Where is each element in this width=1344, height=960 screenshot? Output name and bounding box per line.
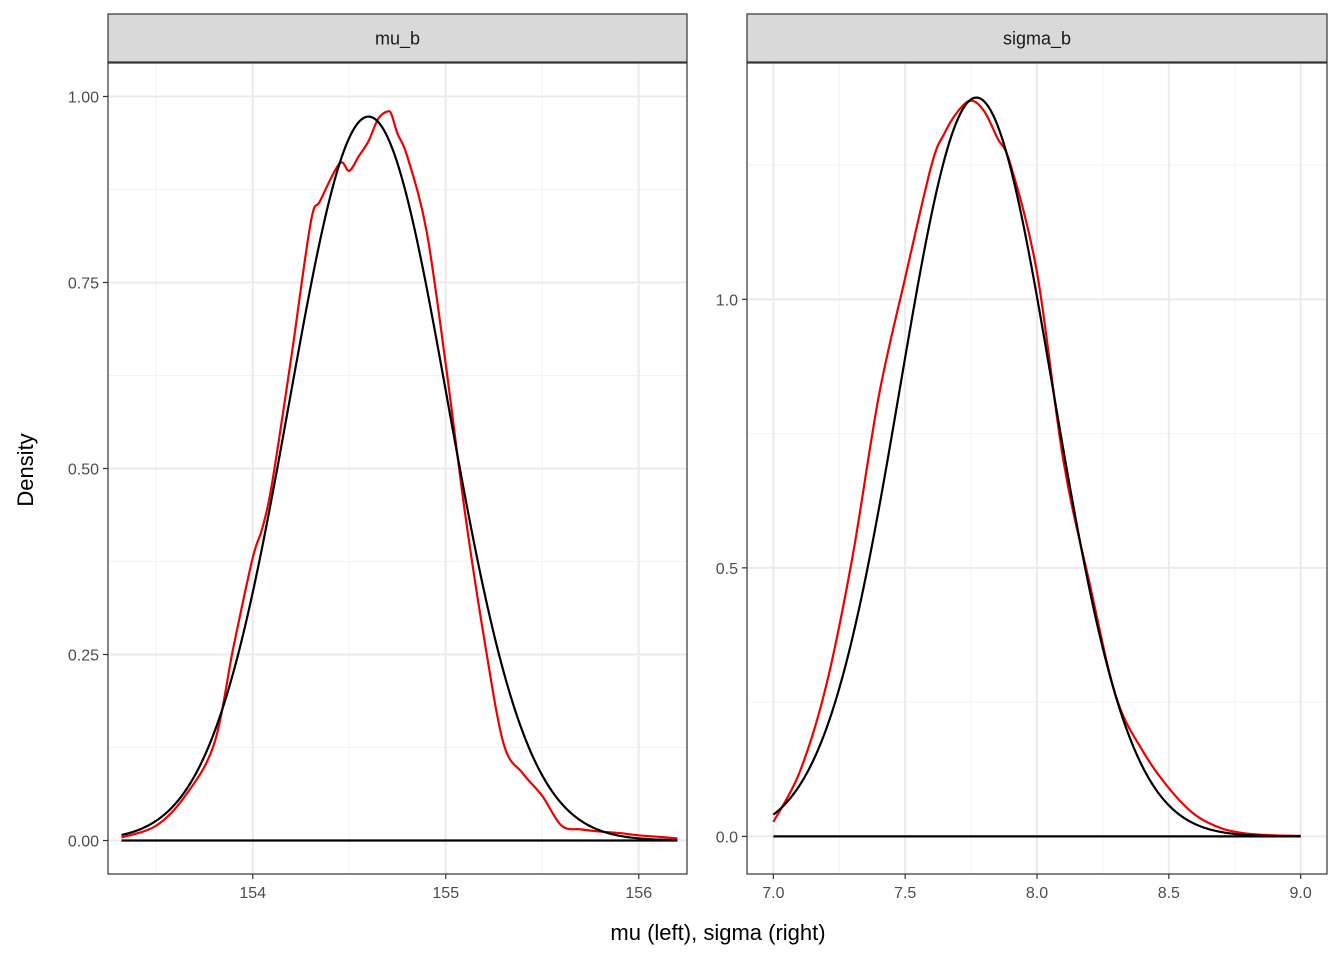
normal-approximation-curve [772,96,1301,838]
facet-strip-label: sigma_b [1003,29,1071,50]
x-tick-label: 7.5 [894,885,916,902]
facet-strip [107,13,688,63]
y-tick-label: 1.0 [716,292,738,309]
y-tick-label: 0.0 [716,829,738,846]
y-axis-title: Density [13,433,38,506]
panel-mu-b: mu_b 154 155 156 0.00 0.25 0.50 0.75 1.00 [68,13,688,902]
y-tick-label: 0.75 [68,275,99,292]
x-tick-label: 155 [432,885,459,902]
normal-approximation-curve [121,115,678,842]
y-tick-label: 0.5 [716,561,738,578]
posterior-density-curve [121,110,678,840]
x-axis-title: mu (left), sigma (right) [610,920,825,945]
y-tick-label: 0.25 [68,648,99,665]
y-tick-label: 0.00 [68,834,99,851]
posterior-density-curve [772,99,1301,837]
facet-strip [746,13,1328,63]
x-tick-label: 9.0 [1290,885,1312,902]
panel-sigma-b: sigma_b 7.0 7.5 8.0 8.5 9.0 0.0 0.5 1.0 [716,13,1328,902]
y-tick-label: 1.00 [68,89,99,106]
x-tick-label: 156 [625,885,652,902]
x-tick-label: 8.0 [1026,885,1048,902]
facet-strip-label: mu_b [375,29,420,50]
x-tick-label: 154 [239,885,266,902]
x-tick-label: 7.0 [762,885,784,902]
y-tick-label: 0.50 [68,462,99,479]
x-tick-label: 8.5 [1158,885,1180,902]
